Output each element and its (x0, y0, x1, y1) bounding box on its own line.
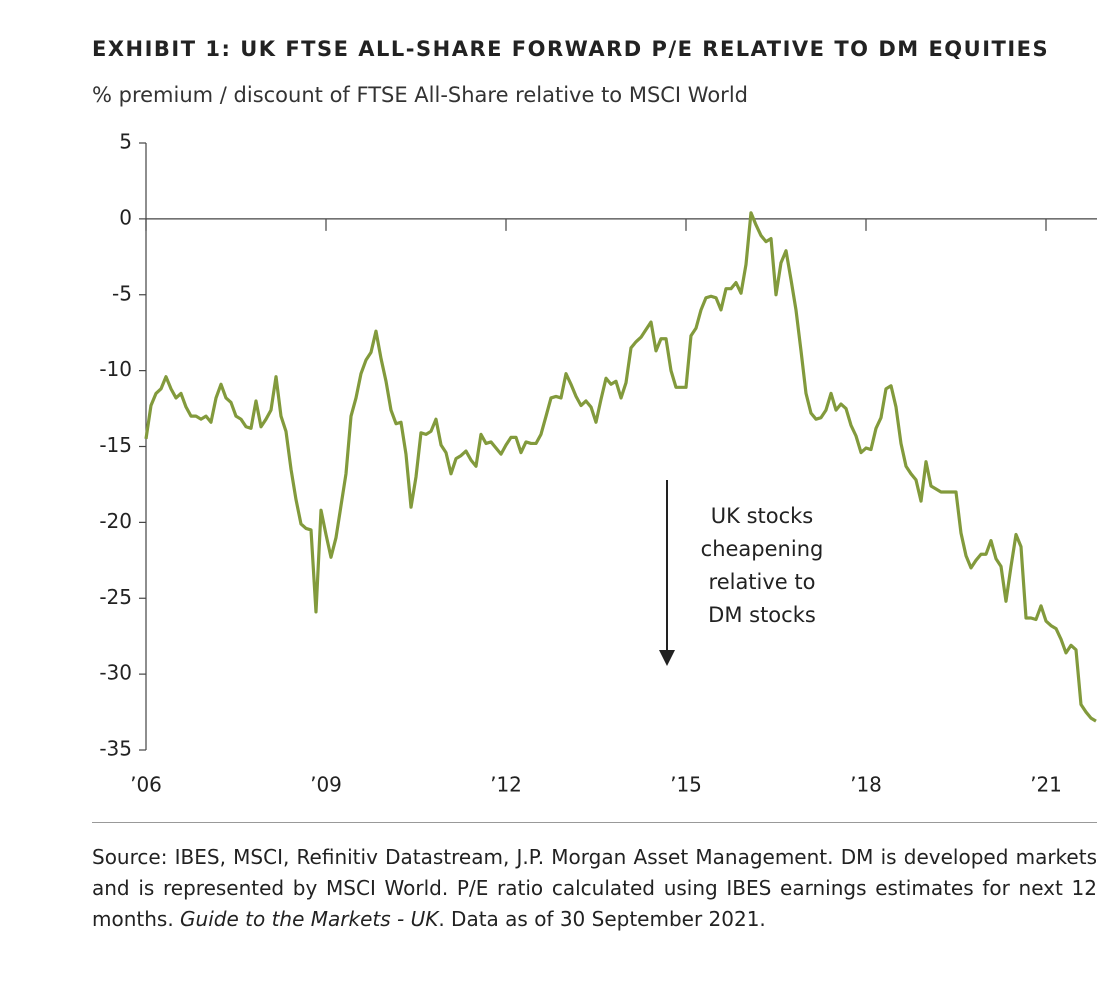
x-tick-label: ’06 (130, 773, 162, 797)
x-tick-label: ’18 (850, 773, 882, 797)
y-tick-label: 5 (119, 130, 132, 154)
y-tick-label: -15 (99, 433, 132, 457)
y-tick-label: -25 (99, 585, 132, 609)
annotation: relative to (709, 570, 816, 594)
footer: Source: IBES, MSCI, Refinitiv Datastream… (92, 842, 1097, 935)
series-line (144, 211, 1097, 723)
annotation: DM stocks (708, 603, 816, 627)
annotation: UK stocks (711, 504, 814, 528)
chart-title: EXHIBIT 1: UK FTSE ALL-SHARE FORWARD P/E… (92, 37, 1049, 61)
x-tick-label: ’09 (310, 773, 342, 797)
x-tick-label: ’15 (670, 773, 702, 797)
chart: EXHIBIT 1: UK FTSE ALL-SHARE FORWARD P/E… (92, 37, 1097, 797)
footer-text: Source: IBES, MSCI, Refinitiv Datastream… (92, 845, 1097, 931)
chart-subtitle: % premium / discount of FTSE All-Share r… (92, 83, 748, 107)
y-tick-label: -30 (99, 661, 132, 685)
y-tick-label: -20 (99, 509, 132, 533)
y-tick-label: -35 (99, 737, 132, 761)
separator (92, 822, 1097, 823)
footer-text: . Data as of 30 September 2021. (438, 907, 766, 931)
annotation: cheapening (701, 537, 824, 561)
x-tick-label: ’21 (1030, 773, 1062, 797)
footer-italic: Guide to the Markets - UK (180, 907, 439, 931)
annotation-arrowhead (659, 650, 675, 666)
y-tick-label: -10 (99, 357, 132, 381)
y-tick-label: 0 (119, 205, 132, 229)
x-tick-label: ’12 (490, 773, 522, 797)
y-tick-label: -5 (112, 281, 132, 305)
